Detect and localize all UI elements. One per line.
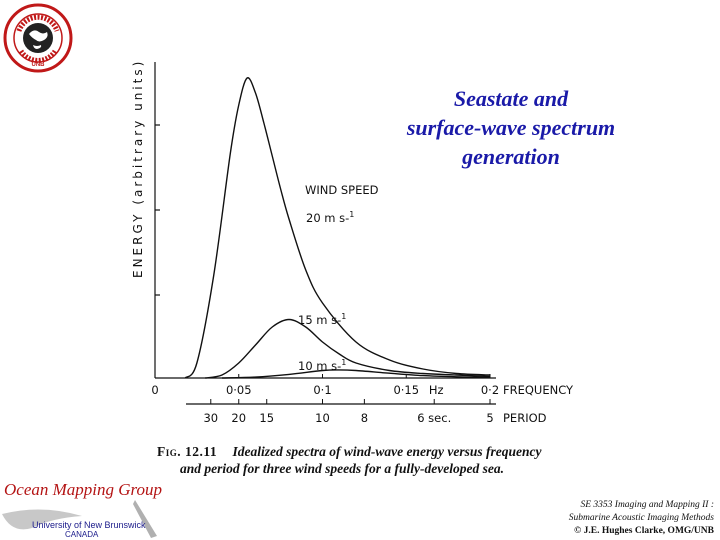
series-label-text: 20 m s- (306, 211, 349, 225)
series-line-2 (205, 318, 491, 379)
period-tick-label: 10 (315, 411, 330, 425)
period-tick-label: 20 (231, 411, 246, 425)
frequency-tick-label: 0·1 (313, 383, 331, 397)
course-copyright: © J.E. Hughes Clarke, OMG/UNB (574, 526, 714, 536)
series-label-2: 15 m s-1 (298, 312, 346, 327)
frequency-tick-label: 0 (151, 383, 158, 397)
course-info: SE 3353 Imaging and Mapping II : Submari… (569, 499, 714, 538)
frequency-tick-label: 0·2 (481, 383, 499, 397)
series-line-1 (184, 77, 491, 379)
series-label-3: 10 m s-1 (298, 358, 346, 373)
series-line-3 (221, 369, 491, 379)
period-tick-label: 8 (361, 411, 368, 425)
frequency-tick-label: 0·15 (393, 383, 419, 397)
series-label-1: 20 m s-1 (306, 210, 354, 225)
title-line-1: Seastate and (453, 86, 569, 111)
chart-curves (184, 77, 491, 379)
caption-line-2: and period for three wind speeds for a f… (180, 461, 504, 476)
university-country: CANADA (65, 530, 99, 539)
unb-geodesy-logo: UNB (3, 3, 73, 73)
figure-caption: Fig. 12.11 Idealized spectra of wind-wav… (157, 443, 577, 477)
slide-title: Seastate and surface-wave spectrum gener… (380, 84, 642, 171)
period-tick-label: 6 sec. (417, 411, 451, 425)
period-axis-label: PERIOD (503, 411, 547, 425)
legend-title: WIND SPEED (305, 183, 379, 197)
series-label-exponent: 1 (341, 358, 346, 367)
series-label-exponent: 1 (341, 312, 346, 321)
title-line-3: generation (462, 144, 560, 169)
caption-line-1: Idealized spectra of wind-wave energy ve… (232, 444, 542, 459)
svg-text:UNB: UNB (32, 62, 46, 68)
series-label-exponent: 1 (349, 210, 354, 219)
frequency-tick-label: 0·05 (226, 383, 252, 397)
course-line-1: SE 3353 Imaging and Mapping II : (580, 500, 714, 510)
course-line-2: Submarine Acoustic Imaging Methods (568, 513, 714, 523)
unb-crest-icon (2, 500, 157, 538)
ocean-mapping-group-name: Ocean Mapping Group (4, 480, 163, 499)
frequency-tick-label: Hz (429, 383, 444, 397)
y-axis-label: ENERGY (arbitrary units) (131, 59, 145, 278)
series-label-text: 10 m s- (298, 359, 341, 373)
frequency-axis-label: FREQUENCY (503, 383, 574, 397)
series-label-text: 15 m s- (298, 313, 341, 327)
period-tick-label: 30 (203, 411, 218, 425)
title-line-2: surface-wave spectrum (406, 115, 616, 140)
period-tick-label: 15 (259, 411, 274, 425)
chart-axes (154, 62, 496, 405)
wave-energy-chart: 0 0·05 0·1 0·15 Hz 0·2 30 20 15 10 8 6 sec. 5 FREQUE… (131, 59, 574, 425)
chart-labels: FREQUENCY PERIOD ENERGY (arbitrary units) W… (131, 59, 574, 425)
university-name: University of New Brunswick (32, 520, 146, 530)
chart-ticks: 0 0·05 0·1 0·15 Hz 0·2 30 20 15 10 8 6 sec. 5 (151, 374, 499, 425)
period-tick-label: 5 (486, 411, 493, 425)
figure-label: Fig. 12.11 (157, 444, 218, 459)
